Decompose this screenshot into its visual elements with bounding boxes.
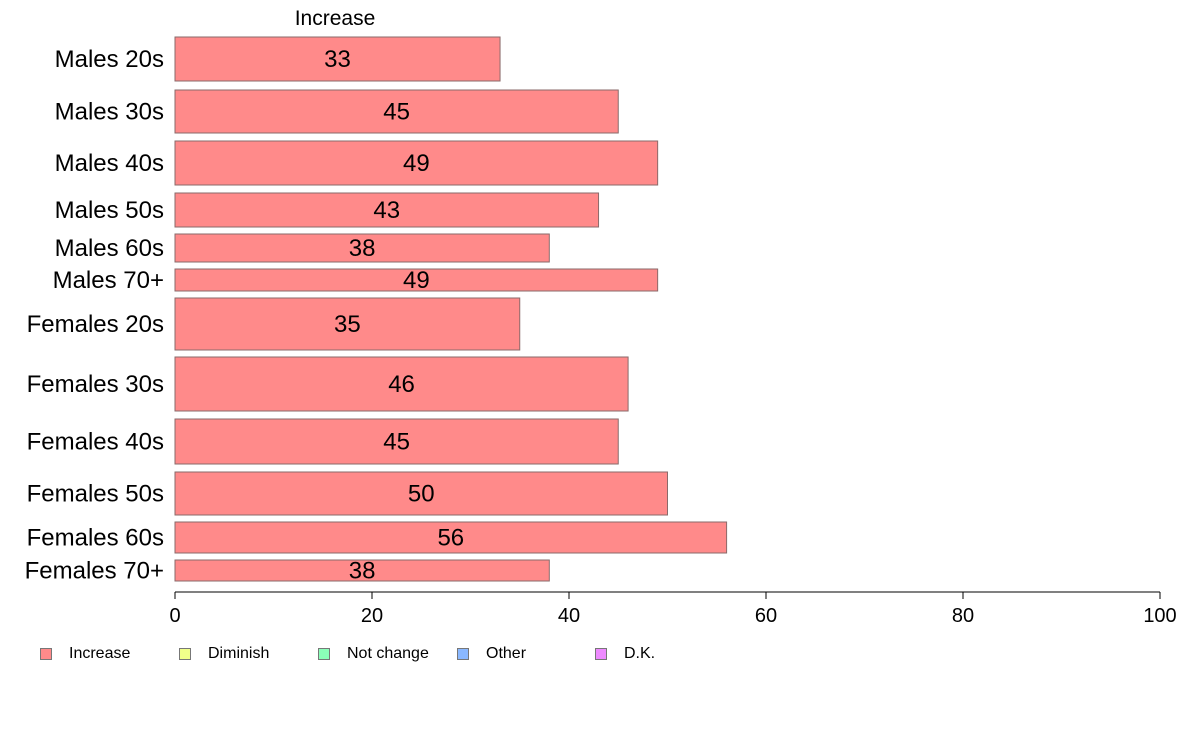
bar-females-60s [174,521,728,554]
value-label-females-50s: 50 [408,481,435,508]
value-label-females-70plus: 38 [349,558,376,585]
x-tick-label-40: 40 [558,605,580,627]
category-label-females-20s: Females 20s [27,311,164,338]
value-label-females-60s: 56 [437,525,464,552]
bar-males-30s [174,89,619,134]
bar-males-50s [174,192,600,228]
category-label-males-30s: Males 30s [55,99,164,126]
category-label-males-70plus: Males 70+ [53,267,164,294]
x-tick-label-20: 20 [361,605,383,627]
bar-females-50s [174,471,668,516]
bar-males-70plus [174,268,659,292]
value-label-males-60s: 38 [349,235,376,262]
category-label-females-50s: Females 50s [27,481,164,508]
bar-females-40s [174,418,619,465]
bar-females-20s [174,297,521,351]
x-tick-label-60: 60 [755,605,777,627]
bar-males-20s [174,36,501,82]
value-label-females-30s: 46 [388,371,415,398]
value-label-males-30s: 45 [383,99,410,126]
bar-females-30s [174,356,629,412]
x-tick-label-100: 100 [1143,605,1176,627]
category-label-males-20s: Males 20s [55,46,164,73]
value-label-females-40s: 45 [383,429,410,456]
category-label-females-60s: Females 60s [27,525,164,552]
value-label-males-40s: 49 [403,150,430,177]
category-label-females-70plus: Females 70+ [25,558,164,585]
chart-title: Increase [295,7,376,30]
bar-females-70plus [174,559,550,582]
category-label-males-60s: Males 60s [55,235,164,262]
bar-males-40s [174,140,659,186]
category-label-males-40s: Males 40s [55,150,164,177]
x-tick-label-80: 80 [952,605,974,627]
value-label-males-50s: 43 [373,197,400,224]
value-label-females-20s: 35 [334,311,361,338]
bar-males-60s [174,233,550,263]
value-label-males-70plus: 49 [403,267,430,294]
value-label-males-20s: 33 [324,46,351,73]
category-label-males-50s: Males 50s [55,197,164,224]
category-label-females-30s: Females 30s [27,371,164,398]
category-label-females-40s: Females 40s [27,429,164,456]
x-tick-label-0: 0 [169,605,180,627]
